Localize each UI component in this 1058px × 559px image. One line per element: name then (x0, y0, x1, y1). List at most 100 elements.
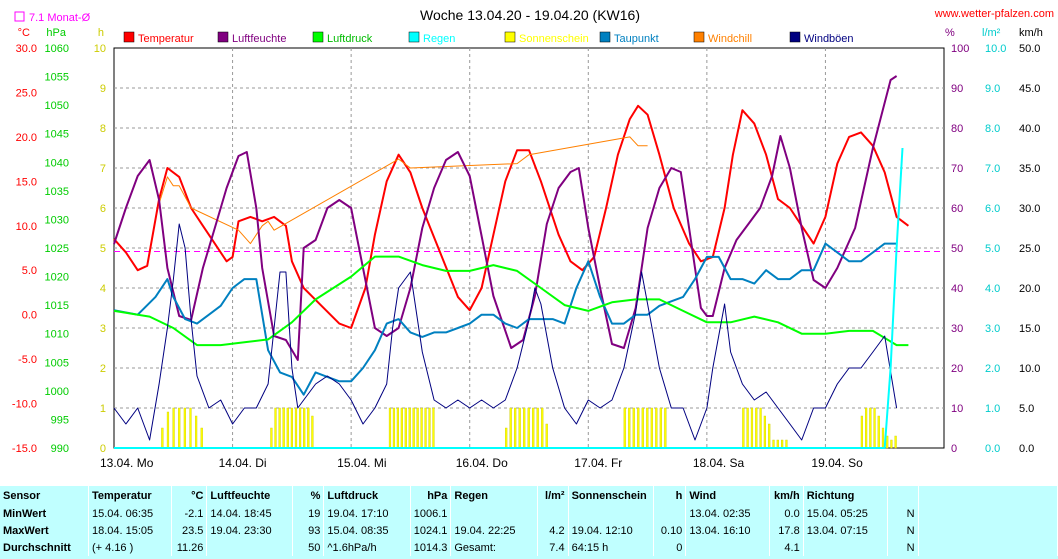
hdr-sun-unit: h (653, 486, 687, 505)
wind-axis-tick: 30.0 (1019, 203, 1040, 215)
sunshine-bar (311, 415, 314, 449)
humidity-axis-tick: 10 (951, 403, 963, 415)
legend-swatch (789, 31, 801, 43)
stats-row-min: MinWert 15.04. 06:35 -2.1 14.04. 18:45 1… (0, 505, 1058, 522)
wind-axis-tick: 50.0 (1019, 43, 1040, 55)
sunshine-bar (200, 427, 203, 449)
min-hum-time: 14.04. 18:45 (206, 505, 293, 522)
monthly-mean-marker (14, 11, 25, 22)
wind-axis-tick: 0.0 (1019, 443, 1034, 455)
pressure-axis-tick: 1045 (45, 129, 69, 141)
min-dir-value: N (887, 505, 919, 522)
sunshine-bar (298, 407, 302, 449)
hdr-wind: Wind (685, 486, 770, 505)
sunshine-bar (628, 407, 631, 449)
rain-axis-tick: 10.0 (985, 43, 1006, 55)
sun-axis-tick: 6 (100, 203, 106, 215)
max-press-value: 1024.1 (410, 522, 452, 539)
max-hum-value: 93 (292, 522, 325, 539)
sunshine-bar (505, 427, 508, 449)
hdr-sun: Sonnenschein (568, 486, 655, 505)
temp-axis-tick: -5.0 (18, 354, 37, 366)
row-label: Durchschnitt (0, 539, 89, 556)
min-sun-value (653, 505, 687, 522)
sunshine-bar (637, 407, 640, 449)
series-regen (114, 147, 904, 449)
pressure-axis-tick: 1010 (45, 329, 69, 341)
hdr-temp-unit: °C (171, 486, 208, 505)
sun-axis-tick: 1 (100, 403, 106, 415)
sunshine-bar (664, 407, 667, 449)
wind-axis-tick: 40.0 (1019, 123, 1040, 135)
sunshine-bar (290, 407, 293, 449)
legend-label: Sonnenschein (519, 33, 589, 45)
sunshine-bar (404, 407, 407, 449)
sunshine-bar (416, 407, 419, 449)
sunshine-bar (894, 435, 897, 449)
pressure-axis-tick: 1060 (45, 43, 69, 55)
rain-axis-tick: 2.0 (985, 363, 1000, 375)
max-hum-time: 19.04. 23:30 (206, 522, 293, 539)
avg-temp-value: 11.26 (171, 539, 208, 556)
legend-swatch (504, 31, 516, 43)
legend-label: Temperatur (138, 33, 194, 45)
sunshine-bar (514, 407, 517, 449)
legend-swatch (312, 31, 324, 43)
sunshine-bar (428, 407, 431, 449)
weather-chart: 30.0 25.0 20.0 15.0 10.0 5.0 0.0 -5.0 -10.0 -15.0… (12, 7, 1054, 470)
sun-axis-tick: 7 (100, 163, 106, 175)
wind-axis-tick: 25.0 (1019, 243, 1040, 255)
x-tick-label: 14.04. Di (219, 456, 267, 470)
sun-axis-tick: 0 (100, 443, 106, 455)
max-dir-time: 13.04. 07:15 (803, 522, 889, 539)
avg-rain-label: Gesamt: (450, 539, 538, 556)
sunshine-bar (166, 411, 170, 449)
series-luftdruck (113, 255, 909, 347)
hdr-press-unit: hPa (410, 486, 452, 505)
sun-axis-tick: 8 (100, 123, 106, 135)
pressure-axis-tick: 1040 (45, 157, 69, 169)
sunshine-bar (532, 407, 535, 449)
pressure-axis-tick: 1005 (45, 357, 69, 369)
hdr-rain: Regen (450, 486, 538, 505)
humidity-axis-tick: 100 (951, 43, 969, 55)
sunshine-bar (768, 423, 771, 449)
sunshine-bar (865, 407, 868, 449)
sunshine-bar (881, 427, 885, 449)
sunshine-bar (877, 415, 880, 449)
humidity-axis-tick: 30 (951, 323, 963, 335)
min-rain-time (450, 505, 538, 522)
legend-swatch (693, 31, 705, 43)
sunshine-bar (632, 407, 635, 449)
sunshine-bar (388, 407, 392, 449)
sunshine-bar (303, 407, 306, 449)
temp-axis-tick: 25.0 (16, 87, 37, 99)
sunshine-bar (294, 407, 298, 449)
hdr-wind-unit: km/h (769, 486, 804, 505)
avg-wind-value: 4.1 (769, 539, 804, 556)
wind-axis-tick: 15.0 (1019, 323, 1040, 335)
avg-press-value: 1014.3 (410, 539, 452, 556)
min-wind-time: 13.04. 02:35 (685, 505, 770, 522)
temp-axis-tick: 5.0 (22, 265, 37, 277)
sunshine-bar (408, 407, 411, 449)
legend-label: Luftdruck (327, 33, 373, 45)
stats-row-max: MaxWert 18.04. 15:05 23.5 19.04. 23:30 9… (0, 522, 1058, 539)
hdr-temp: Temperatur (88, 486, 173, 505)
humidity-axis-tick: 60 (951, 203, 963, 215)
temp-axis-tick: 10.0 (16, 221, 37, 233)
source-label: www.wetter-pfalzen.com (934, 8, 1054, 20)
sunshine-bar (161, 427, 164, 449)
sunshine-bar (781, 439, 784, 449)
sunshine-bar (869, 407, 872, 449)
sunshine-bar (307, 407, 310, 449)
legend-label: Regen (423, 33, 455, 45)
pressure-axis-tick: 1000 (45, 386, 69, 398)
sunshine-bar (282, 407, 285, 449)
sunshine-bar (286, 407, 289, 449)
sun-axis-tick: 5 (100, 243, 106, 255)
sunshine-bar (195, 415, 198, 449)
series-windben (113, 223, 898, 441)
min-rain-value (537, 505, 569, 522)
avg-dir-note (803, 539, 889, 556)
